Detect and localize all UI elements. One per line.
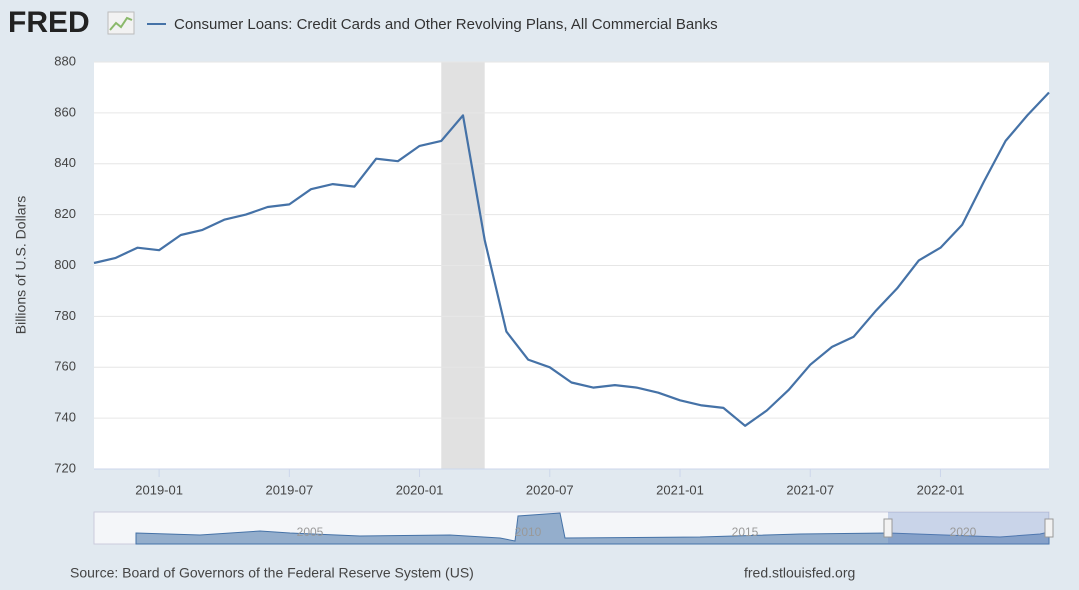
y-axis-label: Billions of U.S. Dollars (13, 196, 29, 335)
x-tick-label: 2021-01 (656, 482, 704, 497)
x-tick-label: 2020-01 (396, 482, 444, 497)
y-tick-label: 860 (54, 104, 76, 119)
source-url: fred.stlouisfed.org (744, 565, 855, 581)
logo-icon (107, 11, 135, 35)
x-tick-label: 2019-01 (135, 482, 183, 497)
x-tick-label: 2022-01 (917, 482, 965, 497)
y-tick-label: 740 (54, 410, 76, 425)
navigator-label: 2010 (515, 525, 542, 539)
y-tick-label: 820 (54, 206, 76, 221)
navigator-label: 2005 (297, 525, 324, 539)
x-tick-label: 2020-07 (526, 482, 574, 497)
source-note: Source: Board of Governors of the Federa… (70, 565, 474, 581)
navigator-label: 2015 (732, 525, 759, 539)
y-tick-label: 800 (54, 257, 76, 272)
navigator: 2005 2010 2015 2020 (93, 511, 1054, 545)
y-tick-label: 840 (54, 155, 76, 170)
y-tick-label: 780 (54, 308, 76, 323)
series-line (93, 91, 1050, 427)
y-tick-label: 880 (54, 53, 76, 68)
y-tick-label: 720 (54, 460, 76, 475)
y-tick-label: 760 (54, 359, 76, 374)
x-tick-label: 2021-07 (786, 482, 834, 497)
legend-label: Consumer Loans: Credit Cards and Other R… (174, 16, 718, 33)
navigator-label: 2020 (950, 525, 977, 539)
logo: FRED (8, 6, 90, 39)
x-tick-label: 2019-07 (265, 482, 313, 497)
